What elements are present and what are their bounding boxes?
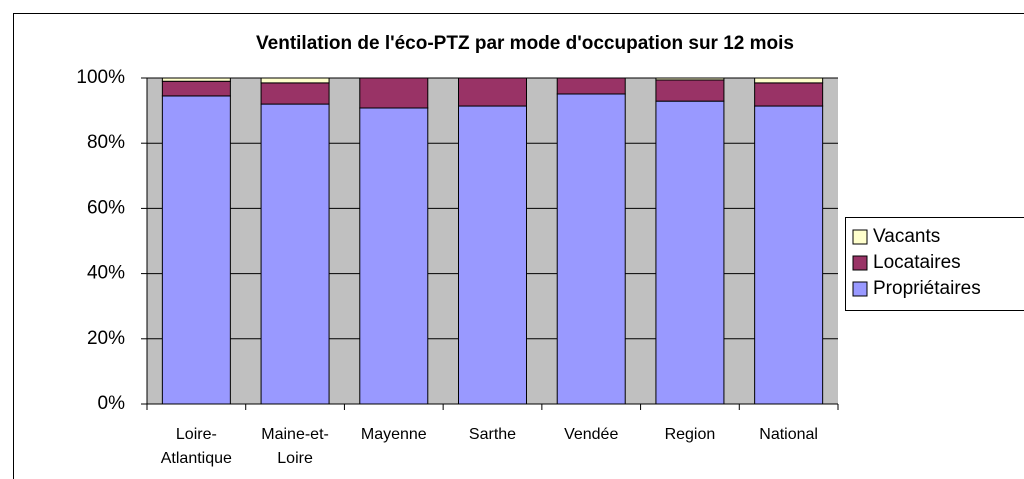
bar-segment: [754, 77, 824, 84]
legend-swatch: [852, 281, 868, 297]
legend-swatch: [852, 255, 868, 271]
x-tick-label: Mayenne: [360, 426, 427, 443]
y-tick-label: 0%: [98, 393, 126, 414]
x-tick-label: Sarthe: [468, 426, 517, 443]
bar-segment: [260, 82, 330, 105]
bar-segment: [359, 77, 429, 109]
y-tick-label: 20%: [87, 328, 125, 349]
legend-swatch: [852, 229, 868, 245]
legend-label: Locataires: [873, 252, 961, 273]
bar-segment: [655, 100, 725, 405]
bar-segment: [655, 79, 725, 102]
bar-segment: [556, 77, 626, 95]
bar-segment: [655, 77, 725, 81]
bar-segment: [556, 93, 626, 405]
legend-label: Vacants: [873, 226, 940, 247]
x-tick-label: Maine-et-Loire: [261, 426, 329, 467]
bar-segment: [754, 82, 824, 107]
y-tick-label: 80%: [87, 132, 125, 153]
bar-segment: [754, 105, 824, 405]
bar-segment: [260, 103, 330, 405]
bar-segment: [458, 77, 527, 107]
x-tick-label: National: [759, 426, 818, 443]
x-tick-label: Region: [664, 426, 716, 443]
bar-segment: [260, 77, 330, 84]
bar-segment: [359, 107, 429, 405]
legend-label: Propriétaires: [873, 278, 981, 299]
y-tick-label: 40%: [87, 263, 125, 284]
x-tick-label: Loire-Atlantique: [160, 426, 232, 467]
bar-segment: [458, 105, 527, 405]
bar-segment: [161, 80, 231, 97]
x-tick-label: Vendée: [564, 426, 619, 443]
bar-segment: [161, 95, 231, 405]
bar-segment: [161, 77, 231, 82]
legend-box: [845, 217, 1024, 311]
y-tick-label: 100%: [76, 67, 125, 88]
y-tick-label: 60%: [87, 197, 125, 218]
chart-title: Ventilation de l'éco-PTZ par mode d'occu…: [256, 33, 794, 54]
